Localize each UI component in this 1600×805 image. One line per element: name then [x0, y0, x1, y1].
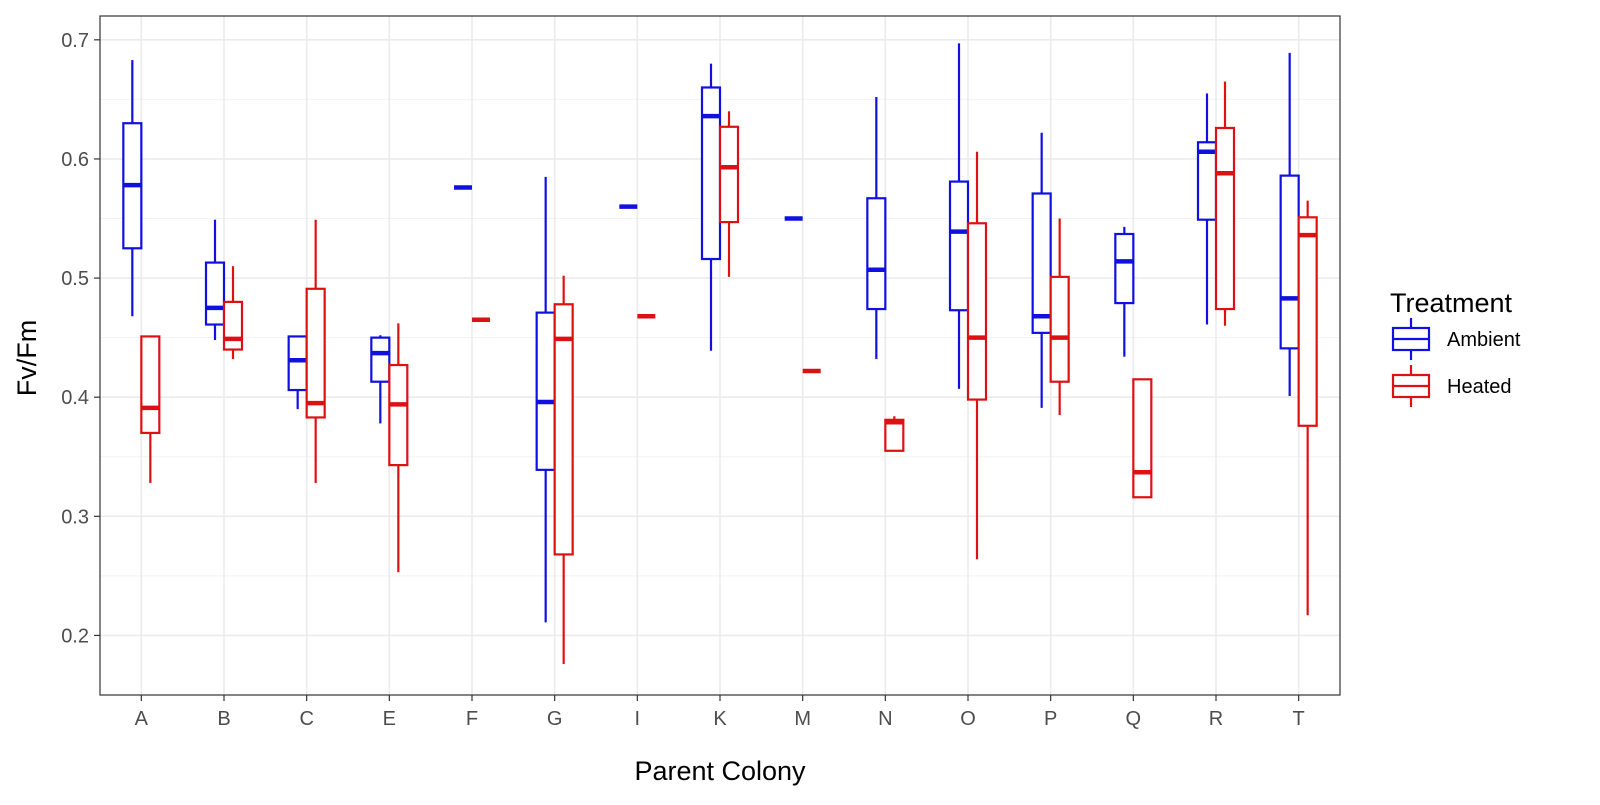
box-heated-Q [1132, 378, 1153, 499]
box-heated-O [966, 151, 988, 560]
box-heated-G [553, 275, 574, 665]
box-iqr [287, 335, 308, 392]
y-tick-label: 0.3 [61, 506, 89, 528]
x-axis-title: Parent Colony [634, 756, 806, 786]
legend-key-ambient [1391, 318, 1431, 360]
box-ambient-O [948, 43, 970, 389]
x-tick-label: F [466, 708, 478, 730]
legend-title: Treatment [1390, 288, 1513, 318]
x-tick-label: T [1293, 708, 1305, 730]
box-heated-T [1297, 200, 1318, 616]
box-ambient-A [122, 60, 143, 317]
x-tick-label: M [794, 708, 811, 730]
x-tick-label: I [635, 708, 641, 730]
box-iqr [204, 261, 226, 326]
y-tick-label: 0.2 [61, 625, 89, 647]
x-tick-label: G [547, 708, 563, 730]
y-axis-title: Fv/Fm [12, 320, 42, 396]
box-heated-E [388, 323, 409, 573]
box-heated-P [1049, 218, 1070, 416]
box-ambient-K [700, 63, 722, 351]
box-ambient-R [1196, 93, 1218, 325]
box-iqr [1049, 275, 1070, 383]
x-tick-label: A [135, 708, 149, 730]
box-heated-A [140, 335, 161, 483]
box-heated-K [718, 111, 740, 277]
box-ambient-P [1031, 132, 1052, 408]
box-iqr [884, 418, 905, 452]
box-iqr [388, 363, 409, 467]
x-tick-label: E [383, 708, 396, 730]
x-tick-label: O [960, 708, 976, 730]
legend: Treatment Ambient Heated [1390, 288, 1521, 407]
box-ambient-Q [1114, 226, 1135, 357]
x-tick-label: P [1044, 708, 1057, 730]
box-ambient-C [287, 335, 308, 410]
box-iqr [966, 222, 988, 401]
y-tick-label: 0.6 [61, 149, 89, 171]
box-iqr [553, 303, 574, 556]
y-tick-label: 0.4 [61, 387, 89, 409]
box-iqr [1132, 378, 1153, 499]
x-tick-label: C [299, 708, 313, 730]
box-heated-C [305, 219, 326, 483]
box-heated-R [1214, 81, 1236, 326]
box-iqr [866, 197, 887, 311]
y-tick-label: 0.7 [61, 30, 89, 52]
x-tick-label: R [1209, 708, 1223, 730]
box-iqr [535, 311, 556, 471]
box-ambient-N [866, 97, 887, 360]
y-axis: 0.2 0.3 0.4 0.5 0.6 0.7 [61, 30, 100, 647]
box-layer [122, 43, 1318, 665]
box-ambient-E [370, 335, 391, 424]
box-iqr [948, 180, 970, 312]
box-iqr [1031, 192, 1052, 334]
x-tick-label: K [713, 708, 727, 730]
x-tick-label: B [217, 708, 230, 730]
legend-key-heated [1391, 365, 1431, 407]
box-ambient-T [1279, 52, 1300, 397]
box-iqr [1114, 232, 1135, 305]
box-iqr [1279, 174, 1300, 350]
box-iqr [140, 335, 161, 435]
box-iqr [1214, 126, 1236, 311]
box-ambient-G [535, 176, 556, 623]
x-tick-label: N [878, 708, 892, 730]
legend-label: Ambient [1447, 329, 1521, 351]
box-heated-N [884, 416, 905, 452]
box-ambient-B [204, 219, 226, 341]
box-iqr [222, 300, 244, 351]
box-iqr [370, 336, 391, 383]
x-tick-label: Q [1126, 708, 1142, 730]
box-iqr [700, 86, 722, 261]
box-iqr [718, 125, 740, 224]
box-iqr [305, 287, 326, 419]
legend-label: Heated [1447, 376, 1512, 398]
box-iqr [1297, 216, 1318, 427]
box-heated-B [222, 266, 244, 360]
y-tick-label: 0.5 [61, 268, 89, 290]
